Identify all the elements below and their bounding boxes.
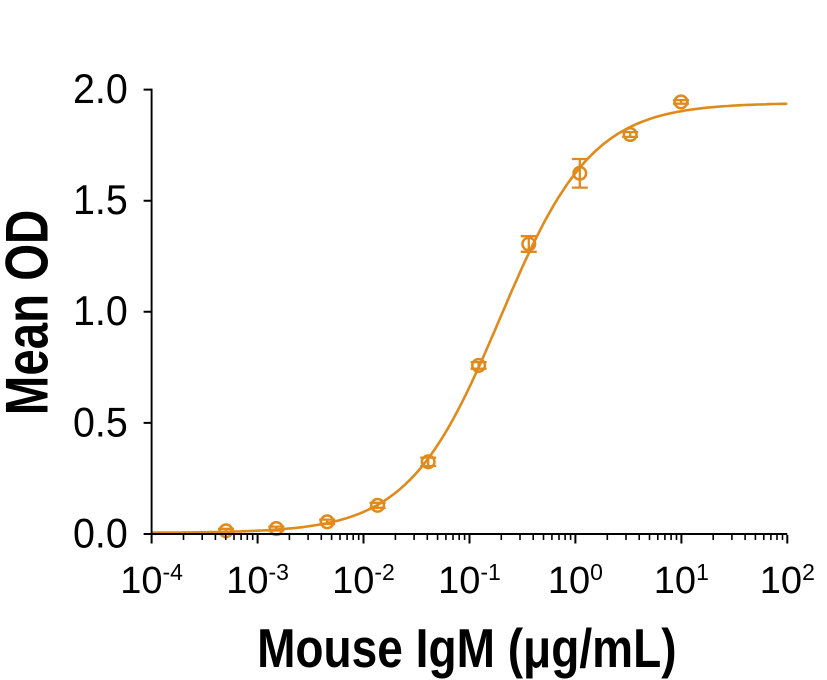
svg-text:0.0: 0.0 [73, 509, 128, 556]
svg-text:2.0: 2.0 [73, 65, 128, 112]
svg-text:1.5: 1.5 [73, 176, 128, 223]
svg-text:0.5: 0.5 [73, 398, 128, 445]
svg-text:Mean OD: Mean OD [0, 210, 61, 415]
svg-text:Mouse IgM (μg/mL): Mouse IgM (μg/mL) [257, 617, 676, 679]
svg-text:102: 102 [760, 559, 815, 602]
svg-text:1.0: 1.0 [73, 287, 128, 334]
svg-text:10-4: 10-4 [120, 559, 183, 602]
svg-text:101: 101 [654, 559, 709, 602]
